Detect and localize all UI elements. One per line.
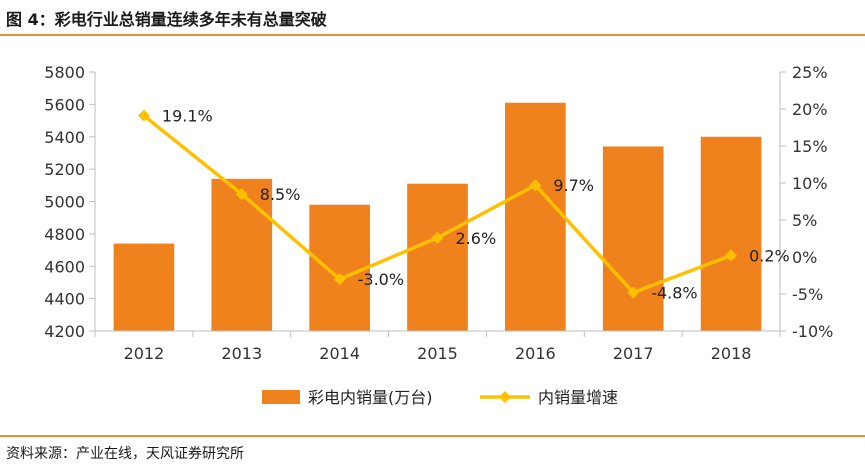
growth-point bbox=[333, 273, 346, 286]
right-tick-label: 15% bbox=[792, 137, 828, 156]
growth-point bbox=[627, 286, 640, 299]
left-tick-label: 5200 bbox=[44, 160, 85, 179]
growth-data-label: 9.7% bbox=[553, 176, 594, 195]
growth-data-label: 2.6% bbox=[456, 229, 497, 248]
x-tick-label: 2015 bbox=[417, 344, 458, 363]
growth-data-label: 0.2% bbox=[749, 247, 790, 266]
legend-bar-swatch bbox=[262, 390, 300, 404]
bar bbox=[700, 136, 762, 331]
growth-data-label: -3.0% bbox=[358, 270, 404, 289]
right-tick-label: 0% bbox=[792, 248, 817, 267]
right-tick-label: 25% bbox=[792, 63, 828, 82]
x-tick-label: 2017 bbox=[613, 344, 654, 363]
bar bbox=[407, 183, 468, 331]
legend-bar-label: 彩电内销量(万台) bbox=[308, 388, 433, 407]
source-note: 资料来源：产业在线，天风证券研究所 bbox=[6, 446, 244, 462]
left-tick-label: 4400 bbox=[44, 290, 85, 309]
source-rule bbox=[0, 435, 865, 437]
bar bbox=[602, 146, 664, 331]
left-tick-label: 5600 bbox=[44, 95, 85, 114]
growth-point bbox=[235, 188, 248, 201]
x-tick-label: 2018 bbox=[711, 344, 752, 363]
x-tick-label: 2014 bbox=[319, 344, 360, 363]
growth-point bbox=[725, 249, 738, 262]
chart-title: 图 4：彩电行业总销量连续多年未有总量突破 bbox=[6, 10, 327, 29]
legend-line-marker bbox=[499, 391, 511, 403]
left-tick-label: 5400 bbox=[44, 128, 85, 147]
left-tick-label: 5000 bbox=[44, 193, 85, 212]
right-tick-label: 10% bbox=[792, 174, 828, 193]
right-tick-label: 20% bbox=[792, 100, 828, 119]
legend-line-label: 内销量增速 bbox=[538, 388, 618, 407]
left-tick-label: 4200 bbox=[44, 322, 85, 341]
bar bbox=[211, 178, 273, 331]
growth-data-label: 19.1% bbox=[162, 107, 213, 126]
growth-data-label: 8.5% bbox=[260, 185, 301, 204]
title-rule bbox=[0, 34, 865, 36]
bar bbox=[309, 204, 370, 331]
x-tick-label: 2012 bbox=[124, 344, 165, 363]
left-tick-label: 4600 bbox=[44, 257, 85, 276]
left-tick-label: 4800 bbox=[44, 225, 85, 244]
growth-point bbox=[431, 231, 444, 244]
x-tick-label: 2016 bbox=[515, 344, 556, 363]
left-tick-label: 5800 bbox=[44, 63, 85, 82]
right-tick-label: -5% bbox=[792, 285, 823, 304]
growth-point bbox=[529, 179, 542, 192]
right-tick-label: 5% bbox=[792, 211, 817, 230]
growth-data-label: -4.8% bbox=[651, 284, 697, 303]
growth-point bbox=[137, 109, 150, 122]
bar bbox=[113, 243, 175, 331]
bar bbox=[505, 102, 566, 331]
right-tick-label: -10% bbox=[792, 322, 833, 341]
x-tick-label: 2013 bbox=[221, 344, 262, 363]
